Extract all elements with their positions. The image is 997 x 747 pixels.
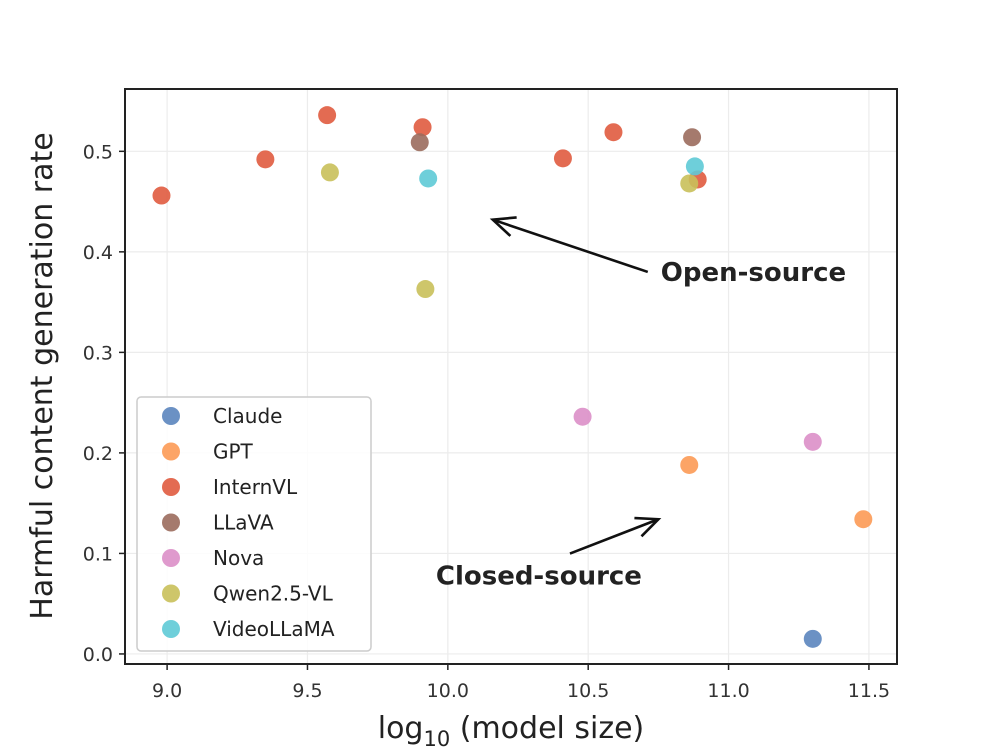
y-tick-label: 0.5: [83, 141, 113, 163]
annotation-arrow-head: [489, 216, 517, 237]
annotations: Open-source Closed-source: [436, 216, 846, 592]
legend-label: Claude: [213, 404, 282, 428]
legend-label: InternVL: [213, 475, 298, 499]
legend-label: Qwen2.5-VL: [213, 582, 334, 606]
y-tick-label: 0.4: [83, 242, 113, 264]
data-point-internvl: [152, 186, 171, 205]
data-point-internvl: [413, 118, 432, 137]
legend-label: Nova: [213, 546, 264, 570]
data-point-claude: [803, 629, 822, 648]
data-point-qwen2-5-vl: [680, 174, 699, 193]
y-tick-label: 0.1: [83, 543, 113, 565]
data-point-gpt: [854, 510, 873, 529]
legend-marker: [162, 442, 180, 461]
x-tick-label: 11.0: [707, 680, 749, 702]
data-point-internvl: [553, 149, 572, 168]
annotation-arrow-shaft: [492, 218, 649, 274]
legend-marker: [162, 584, 180, 603]
x-tick-label: 9.0: [152, 680, 182, 702]
annotation-label: Open-source: [661, 258, 846, 288]
annotation-arrow-shaft: [569, 518, 659, 555]
plot-frame: [124, 88, 898, 665]
legend: Claude GPT InternVL LLaVA Nova Qwen2.5-VL Vide…: [136, 396, 372, 652]
y-tick-label: 0.2: [83, 443, 113, 465]
data-point-internvl: [604, 123, 623, 142]
annotation-label: Closed-source: [436, 562, 642, 592]
y-axis-label: Harmful content generation rate: [25, 132, 60, 619]
data-point-qwen2-5-vl: [320, 163, 339, 182]
legend-marker: [162, 620, 180, 638]
x-axis-label: log10 (model size): [378, 711, 645, 747]
data-point-internvl: [256, 150, 275, 169]
legend-marker: [162, 513, 180, 532]
data-point-videollama: [419, 169, 438, 188]
y-tick-label: 0.3: [83, 342, 113, 364]
data-point-llava: [683, 128, 702, 147]
x-tick-label: 11.5: [848, 680, 890, 702]
data-point-gpt: [680, 455, 699, 474]
legend-marker: [162, 478, 180, 496]
legend-label: GPT: [213, 440, 254, 464]
legend-label: LLaVA: [213, 511, 274, 535]
x-tick-label: 9.5: [292, 680, 322, 702]
data-point-qwen2-5-vl: [416, 280, 435, 299]
data-point-nova: [573, 407, 592, 426]
data-points: [152, 106, 873, 648]
x-axis-ticks: 9.0 9.5 10.0 10.5 11.0 11.5: [152, 664, 890, 702]
legend-marker: [162, 407, 180, 425]
data-point-nova: [803, 432, 822, 451]
y-tick-label: 0.0: [83, 644, 113, 666]
y-axis-ticks: 0.0 0.1 0.2 0.3 0.4 0.5: [83, 141, 125, 666]
x-tick-label: 10.0: [427, 680, 469, 702]
legend-marker: [162, 549, 180, 567]
data-point-internvl: [318, 106, 337, 125]
annotation-arrow-head: [634, 516, 662, 538]
data-point-videollama: [685, 157, 704, 176]
legend-box: [136, 396, 372, 652]
legend-label: VideoLLaMA: [213, 617, 335, 641]
grid-lines: [125, 89, 897, 664]
data-point-llava: [410, 133, 429, 152]
x-tick-label: 10.5: [567, 680, 609, 702]
